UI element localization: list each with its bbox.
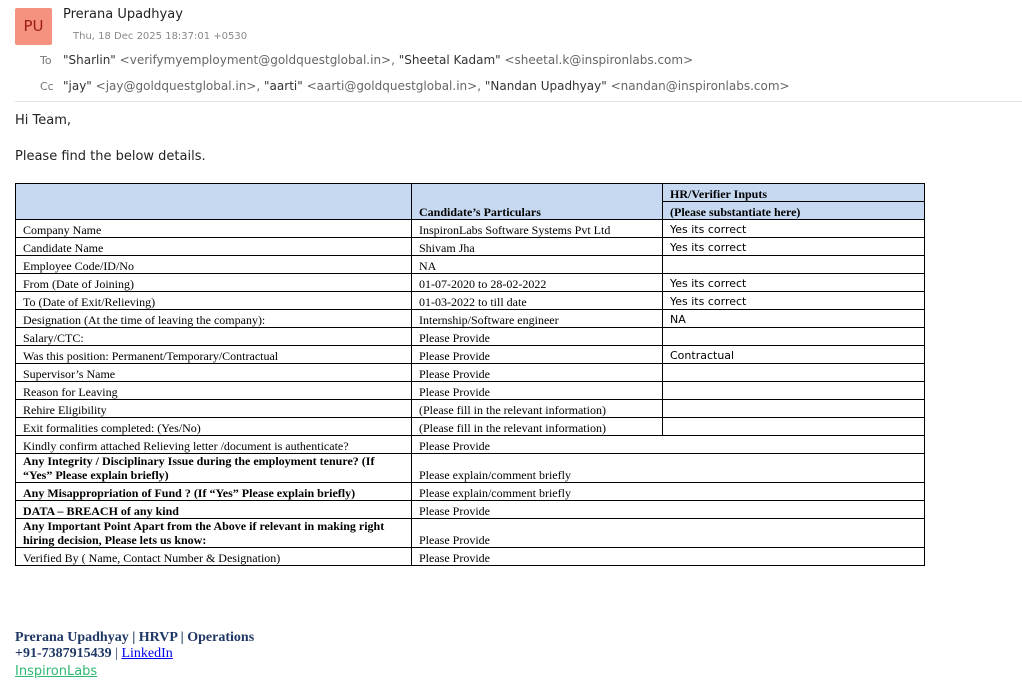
table-row: Any Misappropriation of Fund ? (If “Yes”… (15, 482, 925, 501)
recipient-name[interactable]: "Nandan Upadhyay" (484, 79, 607, 93)
signature-name: Prerana Upadhyay | HRVP | Operations (15, 630, 255, 645)
field-cell: Candidate Name (15, 237, 412, 256)
phone: +91-7387915439 (15, 646, 112, 661)
recipient-email[interactable]: <aarti@goldquestglobal.in>, (306, 79, 482, 93)
hr-cell: Contractual (662, 345, 925, 364)
particulars-cell: Please Provide (411, 345, 663, 364)
avatar: PU (15, 8, 52, 45)
particulars-cell: Please Provide (411, 518, 925, 548)
particulars-cell: Please Provide (411, 547, 925, 566)
field-cell: Company Name (15, 219, 412, 238)
recipient-email[interactable]: <nandan@inspironlabs.com> (610, 79, 790, 93)
field-cell: Was this position: Permanent/Temporary/C… (15, 345, 412, 364)
field-cell: Supervisor’s Name (15, 363, 412, 382)
hr-cell (662, 255, 925, 274)
table-row: Was this position: Permanent/Temporary/C… (15, 345, 925, 364)
hr-cell: NA (662, 309, 925, 328)
header-cell (15, 183, 412, 220)
hr-cell (662, 417, 925, 436)
sender[interactable]: Prerana Upadhyay (63, 7, 183, 22)
date: Thu, 18 Dec 2025 18:37:01 +0530 (73, 31, 248, 42)
header-cell: (Please substantiate here) (662, 201, 925, 220)
recipient-name[interactable]: "Sheetal Kadam" (398, 53, 501, 67)
particulars-cell: Shivam Jha (411, 237, 663, 256)
hr-cell (662, 327, 925, 346)
field-cell: Salary/CTC: (15, 327, 412, 346)
field-cell: DATA – BREACH of any kind (15, 500, 412, 519)
particulars-cell: Internship/Software engineer (411, 309, 663, 328)
hr-cell (662, 399, 925, 418)
particulars-cell: 01-03-2022 to till date (411, 291, 663, 310)
table-row: Employee Code/ID/No NA (15, 255, 925, 274)
table-row: Supervisor’s Name Please Provide (15, 363, 925, 382)
field-cell: Reason for Leaving (15, 381, 412, 400)
divider (15, 101, 1022, 102)
particulars-cell: Please explain/comment briefly (411, 482, 925, 501)
table-row: Kindly confirm attached Relieving letter… (15, 435, 925, 454)
table-row: Any Integrity / Disciplinary Issue durin… (15, 453, 925, 483)
hr-cell (662, 363, 925, 382)
particulars-cell: (Please fill in the relevant information… (411, 399, 663, 418)
recipient-name[interactable]: "jay" (63, 79, 92, 93)
table-row: Salary/CTC: Please Provide (15, 327, 925, 346)
particulars-cell: Please explain/comment briefly (411, 453, 925, 483)
particulars-cell: Please Provide (411, 327, 663, 346)
field-cell: Any Important Point Apart from the Above… (15, 518, 412, 548)
field-cell: Kindly confirm attached Relieving letter… (15, 435, 412, 454)
hr-cell: Yes its correct (662, 273, 925, 292)
hr-cell (662, 381, 925, 400)
greeting: Hi Team, (15, 113, 72, 128)
hr-cell: Yes its correct (662, 219, 925, 238)
intro: Please find the below details. (15, 149, 206, 164)
header-cell: HR/Verifier Inputs (662, 183, 925, 202)
cc-label: Cc (40, 80, 54, 93)
field-cell: Verified By ( Name, Contact Number & Des… (15, 547, 412, 566)
field-cell: From (Date of Joining) (15, 273, 412, 292)
hr-cell: Yes its correct (662, 291, 925, 310)
table-row: Exit formalities completed: (Yes/No) (Ple… (15, 417, 925, 436)
linkedin-link[interactable]: LinkedIn (121, 646, 173, 661)
particulars-cell: Please Provide (411, 435, 925, 454)
field-cell: Employee Code/ID/No (15, 255, 412, 274)
recipient-email[interactable]: <verifymyemployment@goldquestglobal.in>, (119, 53, 395, 67)
company-link[interactable]: InspironLabs (15, 664, 98, 679)
field-cell: Rehire Eligibility (15, 399, 412, 418)
particulars-cell: NA (411, 255, 663, 274)
table-row: Rehire Eligibility (Please fill in the re… (15, 399, 925, 418)
recipient-email[interactable]: <jay@goldquestglobal.in>, (95, 79, 261, 93)
cc-list: "jay" <jay@goldquestglobal.in>, "aarti" … (63, 79, 790, 93)
field-cell: Any Misappropriation of Fund ? (If “Yes”… (15, 482, 412, 501)
particulars-cell: (Please fill in the relevant information… (411, 417, 663, 436)
separator: | (115, 646, 118, 661)
recipient-name[interactable]: "Sharlin" (63, 53, 116, 67)
to-label: To (40, 54, 52, 67)
table-row: Candidate Name Shivam Jha Yes its correct (15, 237, 925, 256)
details-table: Candidate’s Particulars HR/Verifier Input… (15, 183, 925, 566)
hr-cell: Yes its correct (662, 237, 925, 256)
field-cell: To (Date of Exit/Relieving) (15, 291, 412, 310)
field-cell: Any Integrity / Disciplinary Issue durin… (15, 453, 412, 483)
signature-contact: +91-7387915439 | LinkedIn (15, 646, 173, 662)
table-row: Verified By ( Name, Contact Number & Des… (15, 547, 925, 566)
field-cell: Designation (At the time of leaving the … (15, 309, 412, 328)
particulars-cell: 01-07-2020 to 28-02-2022 (411, 273, 663, 292)
header-cell: Candidate’s Particulars (411, 183, 663, 220)
table-row: To (Date of Exit/Relieving) 01-03-2022 to… (15, 291, 925, 310)
table-row: Any Important Point Apart from the Above… (15, 518, 925, 548)
table-row: Company Name InspironLabs Software System… (15, 219, 925, 238)
particulars-cell: Please Provide (411, 500, 925, 519)
recipient-email[interactable]: <sheetal.k@inspironlabs.com> (504, 53, 694, 67)
table-row: Designation (At the time of leaving the … (15, 309, 925, 328)
table-row: From (Date of Joining) 01-07-2020 to 28-0… (15, 273, 925, 292)
table-row: Reason for Leaving Please Provide (15, 381, 925, 400)
table-row: DATA – BREACH of any kind Please Provide (15, 500, 925, 519)
particulars-cell: Please Provide (411, 363, 663, 382)
recipient-name[interactable]: "aarti" (264, 79, 303, 93)
to-list: "Sharlin" <verifymyemployment@goldquestg… (63, 53, 693, 67)
field-cell: Exit formalities completed: (Yes/No) (15, 417, 412, 436)
particulars-cell: Please Provide (411, 381, 663, 400)
particulars-cell: InspironLabs Software Systems Pvt Ltd (411, 219, 663, 238)
